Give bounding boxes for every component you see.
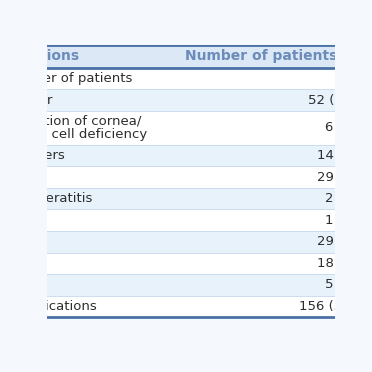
- Text: 468: 468: [344, 72, 369, 85]
- Text: 6 (1.2): 6 (1.2): [325, 121, 369, 134]
- Bar: [0, 166, 372, 188]
- Text: Pannus: Pannus: [0, 171, 17, 183]
- Text: Cataract: Cataract: [0, 214, 26, 227]
- Bar: [0, 45, 372, 68]
- Bar: [0, 296, 372, 317]
- Text: Total complications: Total complications: [0, 300, 97, 313]
- Bar: [0, 188, 372, 209]
- Bar: [0, 253, 372, 274]
- Text: 29 (6.1): 29 (6.1): [317, 235, 369, 248]
- Text: 156 (33.3): 156 (33.3): [299, 300, 369, 313]
- Text: 2 (0.4): 2 (0.4): [325, 192, 369, 205]
- Text: 52 (11.1): 52 (11.1): [308, 94, 369, 107]
- Text: 1 (0.2): 1 (0.2): [325, 214, 369, 227]
- Text: Vascularization of cornea/: Vascularization of cornea/: [0, 115, 141, 128]
- Text: 14 (2.9): 14 (2.9): [317, 149, 369, 162]
- Text: Infectious keratitis: Infectious keratitis: [0, 192, 92, 205]
- Text: 18 (3.8): 18 (3.8): [317, 257, 369, 270]
- Bar: [0, 68, 372, 89]
- Bar: [0, 111, 372, 145]
- Bar: [0, 231, 372, 253]
- Text: Total number of patients: Total number of patients: [0, 72, 132, 85]
- Bar: [0, 209, 372, 231]
- Text: Complications: Complications: [0, 49, 79, 63]
- Text: Ptosis: Ptosis: [0, 278, 8, 291]
- Text: Amblyopia: Amblyopia: [0, 257, 40, 270]
- Text: limbal stem cell deficiency: limbal stem cell deficiency: [0, 128, 147, 141]
- Text: Number of patients (%): Number of patients (%): [185, 49, 369, 63]
- Text: 29 (6.1): 29 (6.1): [317, 171, 369, 183]
- Text: 5 (1.0): 5 (1.0): [325, 278, 369, 291]
- Bar: [0, 274, 372, 296]
- Text: Corneal scar: Corneal scar: [0, 94, 52, 107]
- Bar: [0, 89, 372, 111]
- Text: Glaucoma: Glaucoma: [0, 235, 36, 248]
- Text: Corneal ulcers: Corneal ulcers: [0, 149, 65, 162]
- Bar: [0, 145, 372, 166]
